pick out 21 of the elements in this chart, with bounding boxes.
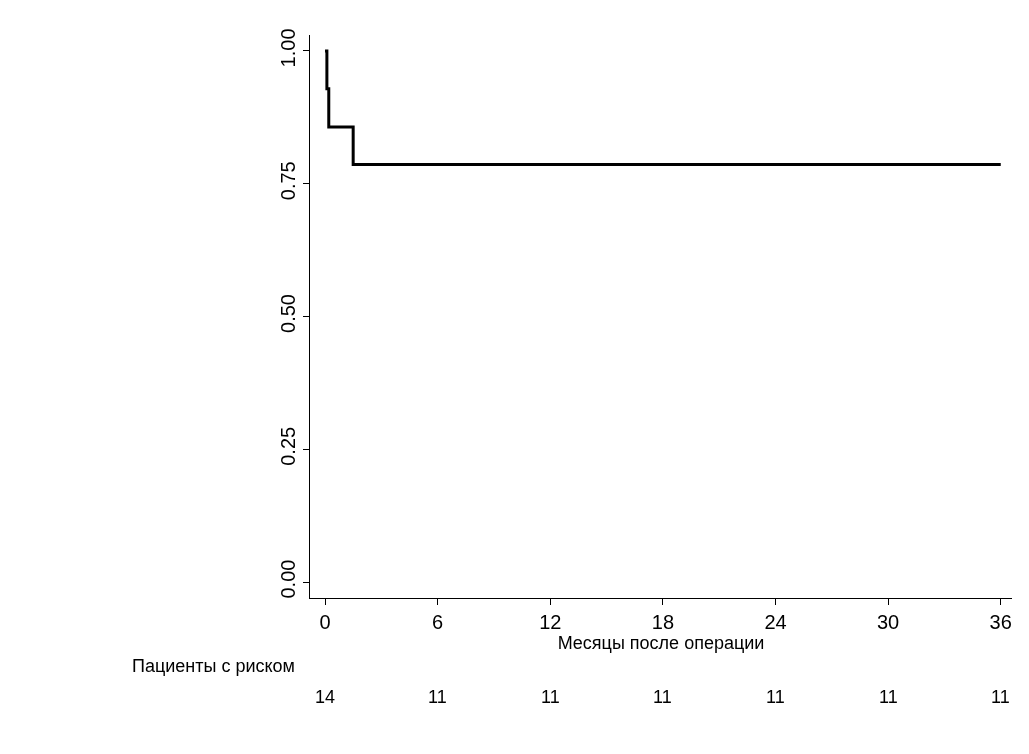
text: 14 — [315, 687, 336, 707]
text: Пациенты с риском — [132, 656, 295, 676]
text: 11 — [991, 687, 1010, 707]
y-tick-label: 0.00 — [277, 559, 299, 599]
x-tick-label: 24 — [764, 611, 787, 633]
x-tick-label: 6 — [432, 611, 444, 633]
y-tick-label: 0.75 — [277, 161, 299, 201]
y-tick-label: 1.00 — [277, 28, 299, 68]
text: 11 — [428, 687, 447, 707]
text: 11 — [541, 687, 560, 707]
y-tick-label: 0.25 — [277, 426, 299, 466]
x-tick-label: 36 — [989, 611, 1012, 633]
x-tick-label: 30 — [876, 611, 900, 633]
x-tick-label: 18 — [651, 611, 675, 633]
text: 11 — [653, 687, 672, 707]
x-tick-label: 12 — [539, 611, 562, 633]
text: 11 — [766, 687, 785, 707]
x-axis-title: Месяцы после операции — [557, 633, 765, 653]
text: 11 — [879, 687, 898, 707]
y-tick-label: 0.50 — [277, 294, 299, 333]
x-tick-label: 0 — [319, 611, 331, 633]
